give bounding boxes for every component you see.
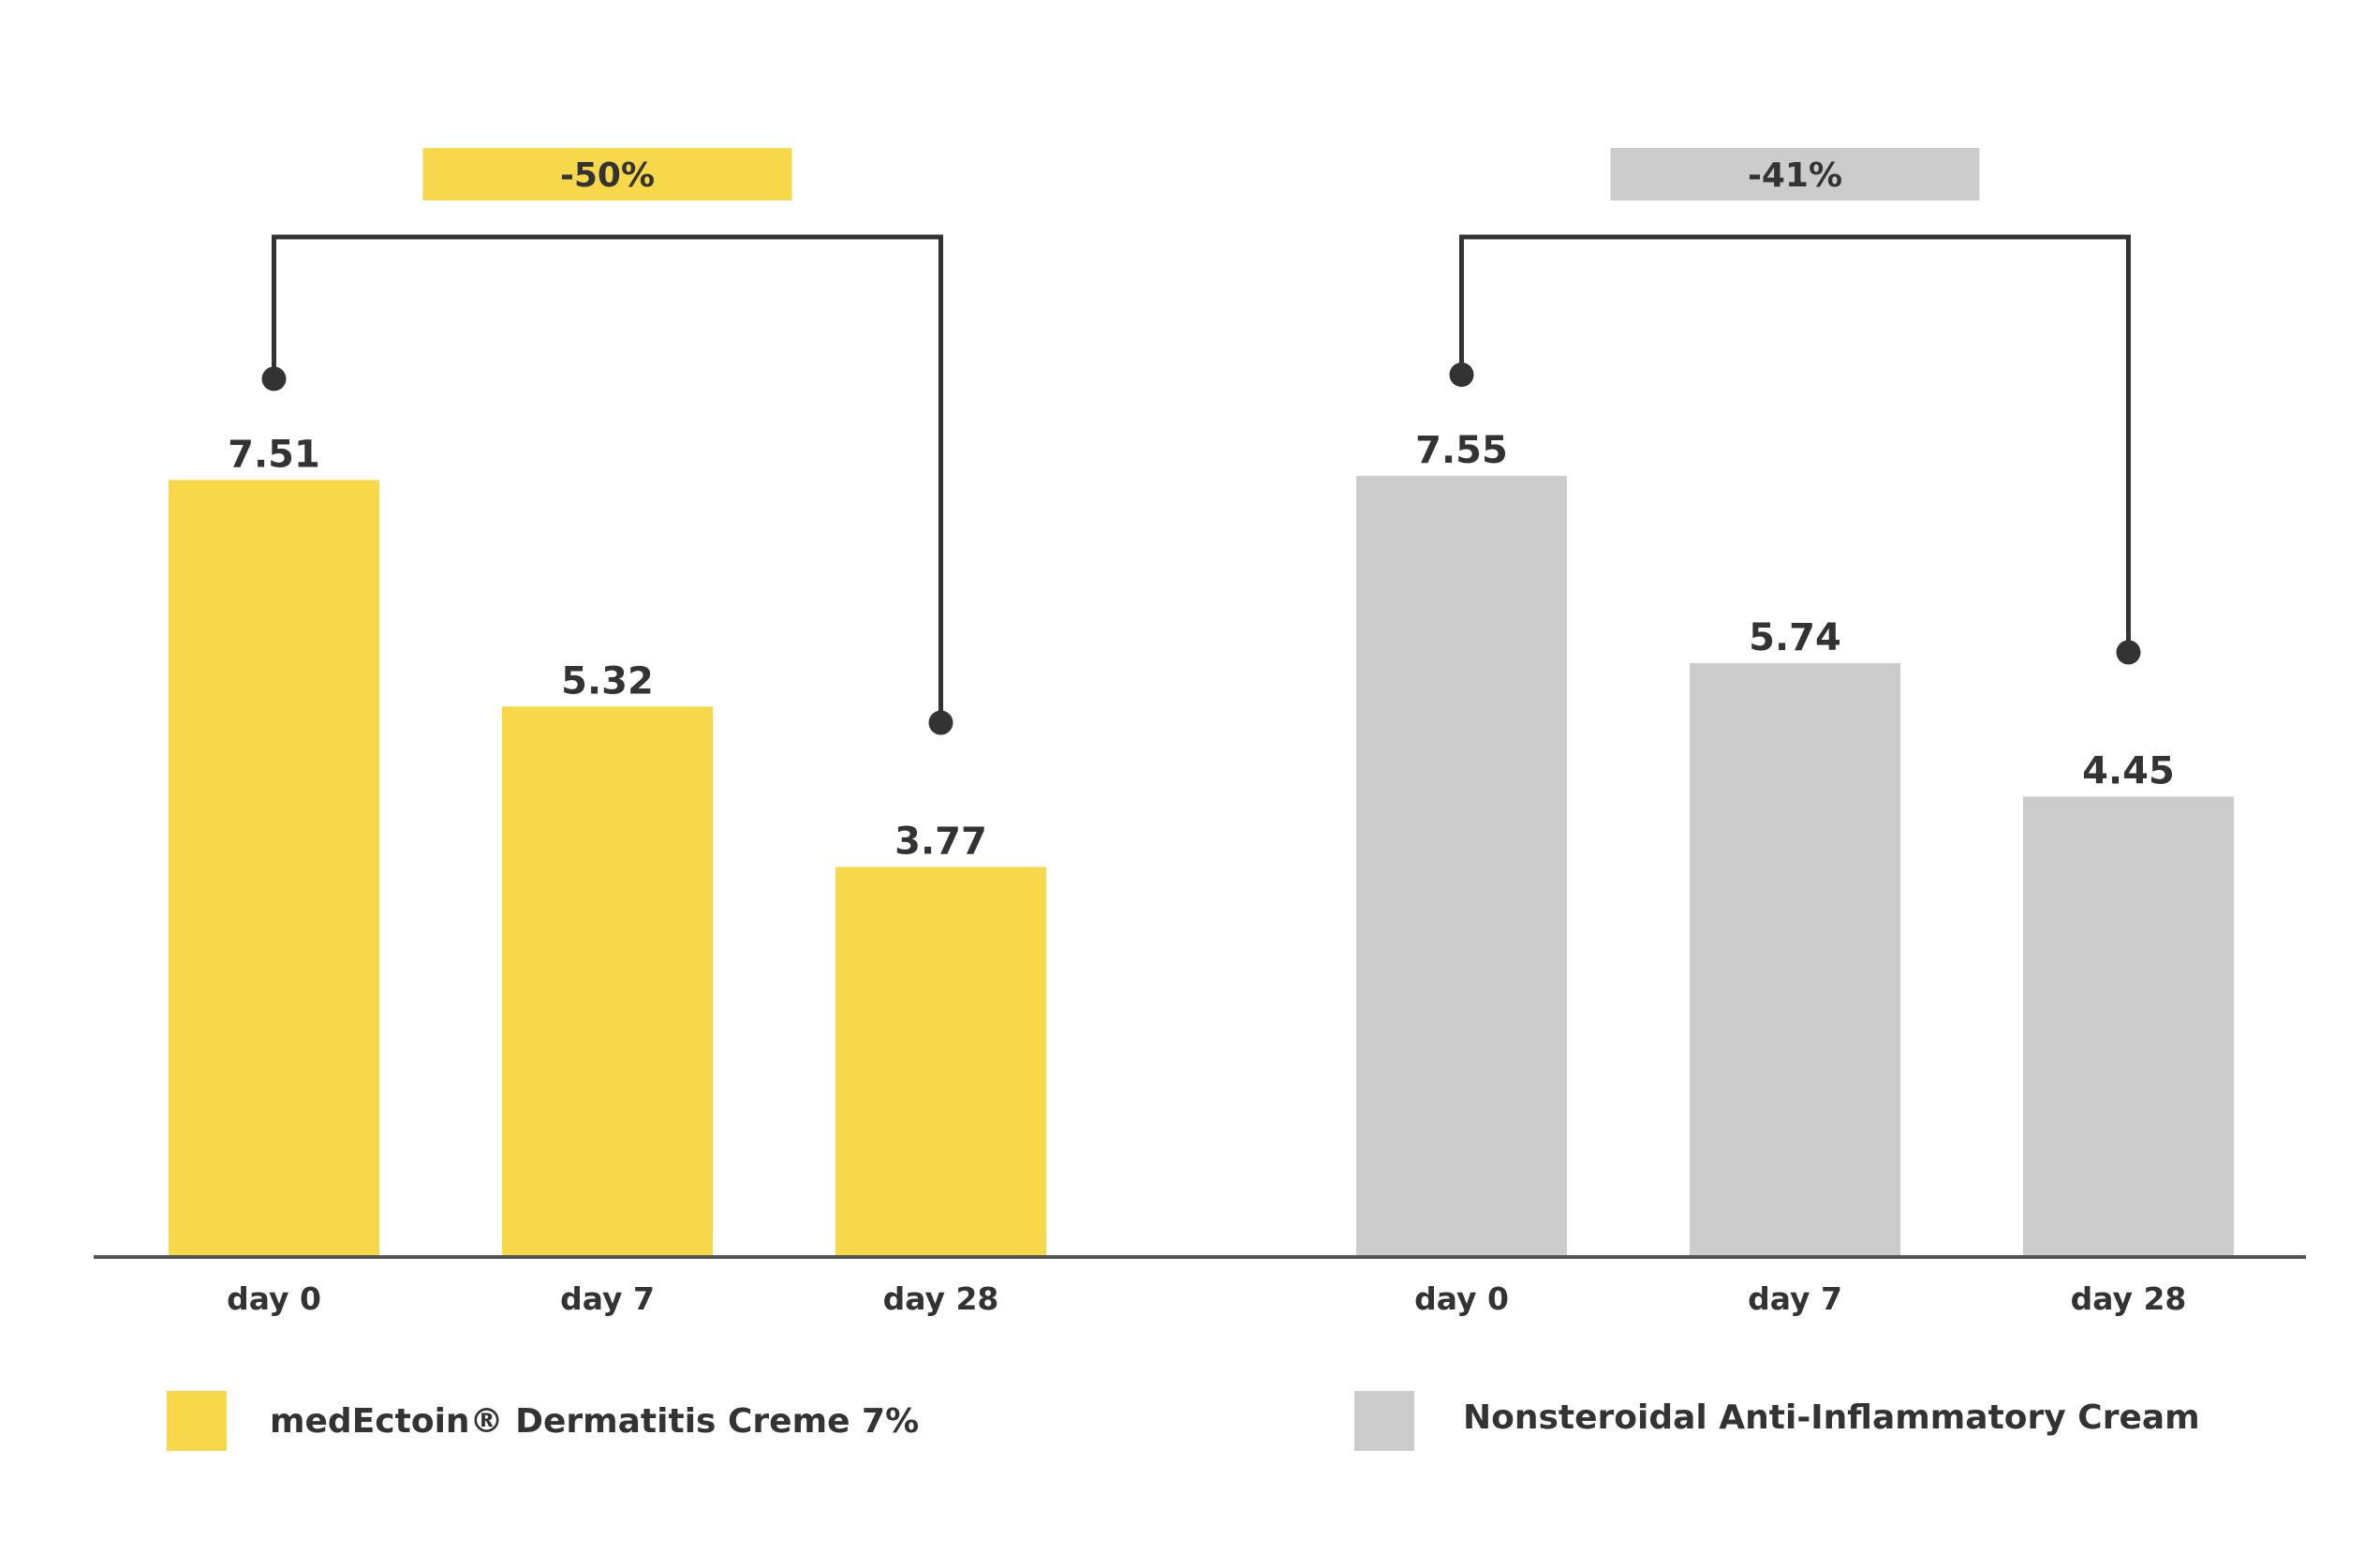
change-badge-0 — [422, 148, 792, 200]
change-badge-label-1: -41% — [1748, 156, 1842, 195]
change-badge-1 — [1610, 148, 1980, 200]
value-label-s1-c0: 7.55 — [1415, 429, 1508, 472]
x-tick-label-s0-c2: day 28 — [883, 1280, 999, 1317]
change-bracket-0 — [272, 234, 943, 723]
x-tick-label-s1-c0: day 0 — [1414, 1280, 1509, 1317]
value-label-s0-c1: 5.32 — [561, 659, 654, 703]
legend-swatch-1 — [1354, 1391, 1414, 1451]
bracket-start-dot-1 — [1449, 362, 1474, 387]
bracket-end-dot-1 — [2116, 640, 2141, 665]
bar-s1-c0 — [1356, 476, 1567, 1257]
brackets-layer: -50% -41% — [261, 148, 2141, 735]
x-tick-label-s1-c1: day 7 — [1748, 1280, 1842, 1317]
value-label-s0-c0: 7.51 — [228, 433, 320, 476]
bar-s0-c1 — [502, 706, 713, 1257]
labels-layer: 7.51 day 0 5.32 day 7 3.77 day 28 7.55 day 0 5.7… — [227, 429, 2186, 1317]
bar-s1-c1 — [1690, 662, 1900, 1257]
change-bracket-1 — [1459, 234, 2131, 653]
legend: medEctoin® Dermatitis Creme 7% Nonsteroid… — [167, 1391, 2200, 1451]
change-badge-label-0: -50% — [560, 156, 655, 195]
x-tick-label-s0-c0: day 0 — [227, 1280, 321, 1317]
bar-s0-c2 — [835, 866, 1046, 1257]
bracket-start-dot-0 — [261, 366, 287, 392]
value-label-s0-c2: 3.77 — [894, 821, 987, 864]
value-label-s1-c1: 5.74 — [1749, 616, 1841, 659]
bracket-end-dot-0 — [928, 710, 953, 735]
x-tick-label-s1-c2: day 28 — [2071, 1280, 2187, 1317]
legend-label-1: Nonsteroidal Anti-Inflammatory Cream — [1463, 1398, 2200, 1437]
value-label-s1-c2: 4.45 — [2082, 749, 2175, 792]
bars-layer — [169, 476, 2234, 1257]
x-tick-label-s0-c1: day 7 — [560, 1280, 655, 1317]
legend-swatch-0 — [167, 1391, 227, 1451]
legend-label-0: medEctoin® Dermatitis Creme 7% — [270, 1402, 919, 1441]
bar-s0-c0 — [169, 480, 379, 1257]
bar-s1-c2 — [2023, 796, 2234, 1257]
